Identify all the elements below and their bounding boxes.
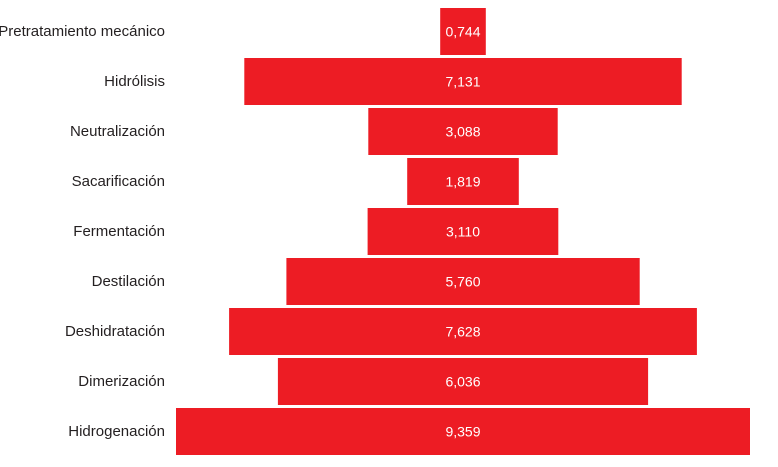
data-label: 5,760 — [445, 274, 480, 290]
data-label: 7,628 — [445, 324, 480, 340]
category-label: Pretratamiento mecánico — [0, 23, 165, 40]
data-label: 6,036 — [445, 374, 480, 390]
data-label: 3,088 — [445, 124, 480, 140]
bar — [407, 158, 519, 205]
bar — [367, 208, 559, 255]
data-label: 3,110 — [446, 224, 480, 240]
bar — [176, 408, 750, 455]
category-label: Fermentación — [73, 223, 165, 240]
category-label: Deshidratación — [65, 323, 165, 340]
category-label: Dimerización — [78, 373, 165, 390]
data-label: 1,819 — [445, 174, 480, 190]
bar — [368, 108, 558, 155]
data-label: 0,744 — [445, 24, 480, 40]
bar — [277, 358, 649, 405]
category-label: Destilación — [92, 273, 165, 290]
category-label: Neutralización — [70, 123, 165, 140]
category-label: Hidrogenación — [68, 423, 165, 440]
bar — [286, 258, 640, 305]
category-label: Sacarificación — [72, 173, 165, 190]
bar — [229, 308, 697, 355]
data-label: 9,359 — [445, 424, 480, 440]
category-label: Hidrólisis — [104, 73, 165, 90]
bar — [244, 58, 682, 105]
bar — [440, 8, 486, 55]
data-label: 7,131 — [445, 74, 480, 90]
